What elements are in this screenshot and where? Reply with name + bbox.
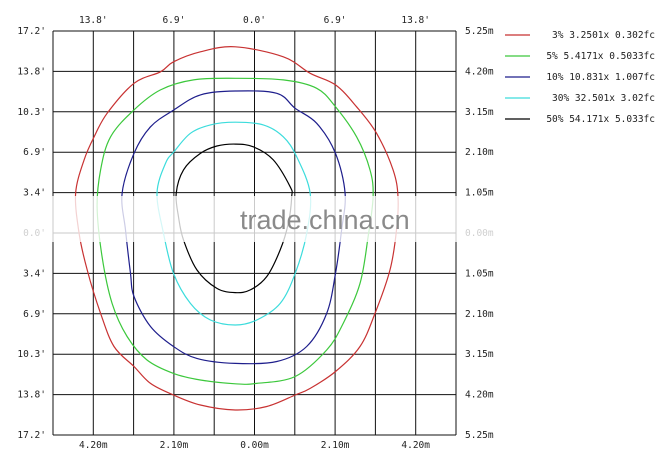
right-tick-label: 3.15m bbox=[465, 349, 494, 360]
bottom-tick-label: 2.10m bbox=[321, 440, 350, 451]
right-tick-label: 2.10m bbox=[465, 309, 494, 320]
left-tick-label: 10.3' bbox=[17, 107, 46, 118]
right-tick-label: 1.05m bbox=[465, 188, 494, 199]
legend: 3% 3.2501x 0.302fc 5% 5.4171x 0.5033fc 10%… bbox=[505, 30, 655, 125]
left-tick-label: 13.8' bbox=[17, 66, 46, 77]
top-tick-label: 0.0' bbox=[243, 15, 266, 26]
left-tick-label: 6.9' bbox=[23, 147, 46, 158]
contour-line-10pct bbox=[121, 90, 346, 365]
left-tick-label: 17.2' bbox=[17, 26, 46, 37]
legend-label: 10% 10.831x 1.007fc bbox=[546, 72, 655, 83]
legend-label: 50% 54.171x 5.033fc bbox=[546, 114, 655, 125]
left-tick-label: 6.9' bbox=[23, 309, 46, 320]
right-tick-label: 2.10m bbox=[465, 147, 494, 158]
right-tick-label: 5.25m bbox=[465, 26, 494, 37]
left-tick-label: 13.8' bbox=[17, 390, 46, 401]
right-tick-label: 3.15m bbox=[465, 107, 494, 118]
right-tick-label: 4.20m bbox=[465, 66, 494, 77]
contour-line-3pct bbox=[74, 46, 399, 411]
top-tick-label: 13.8' bbox=[79, 15, 108, 26]
left-tick-label: 3.4' bbox=[23, 268, 46, 279]
contour-line-50pct bbox=[175, 143, 293, 294]
legend-label: 30% 32.501x 3.02fc bbox=[552, 93, 655, 104]
bottom-tick-label: 0.00m bbox=[240, 440, 269, 451]
contour-line-30pct bbox=[156, 121, 312, 326]
watermark: trade.china.cn bbox=[0, 196, 500, 242]
left-tick-label: 17.2' bbox=[17, 430, 46, 441]
left-tick-label: 3.4' bbox=[23, 188, 46, 199]
watermark-band bbox=[0, 196, 500, 242]
watermark-text: trade.china.cn bbox=[240, 205, 410, 235]
right-tick-label: 1.05m bbox=[465, 268, 494, 279]
tick-labels: 13.8' 6.9' 0.0' 6.9' 13.8' 4.20m 2.10m 0.00m 2.1… bbox=[17, 15, 493, 451]
right-tick-label: 4.20m bbox=[465, 390, 494, 401]
top-tick-label: 6.9' bbox=[324, 15, 347, 26]
contour-line-5pct bbox=[96, 77, 374, 385]
right-tick-label: 5.25m bbox=[465, 430, 494, 441]
bottom-tick-label: 4.20m bbox=[79, 440, 108, 451]
top-tick-label: 13.8' bbox=[401, 15, 430, 26]
legend-label: 5% 5.4171x 0.5033fc bbox=[546, 51, 655, 62]
legend-label: 3% 3.2501x 0.302fc bbox=[552, 30, 655, 41]
left-tick-label: 10.3' bbox=[17, 349, 46, 360]
contours bbox=[74, 46, 399, 411]
top-tick-label: 6.9' bbox=[162, 15, 185, 26]
bottom-tick-label: 4.20m bbox=[401, 440, 430, 451]
bottom-tick-label: 2.10m bbox=[160, 440, 189, 451]
